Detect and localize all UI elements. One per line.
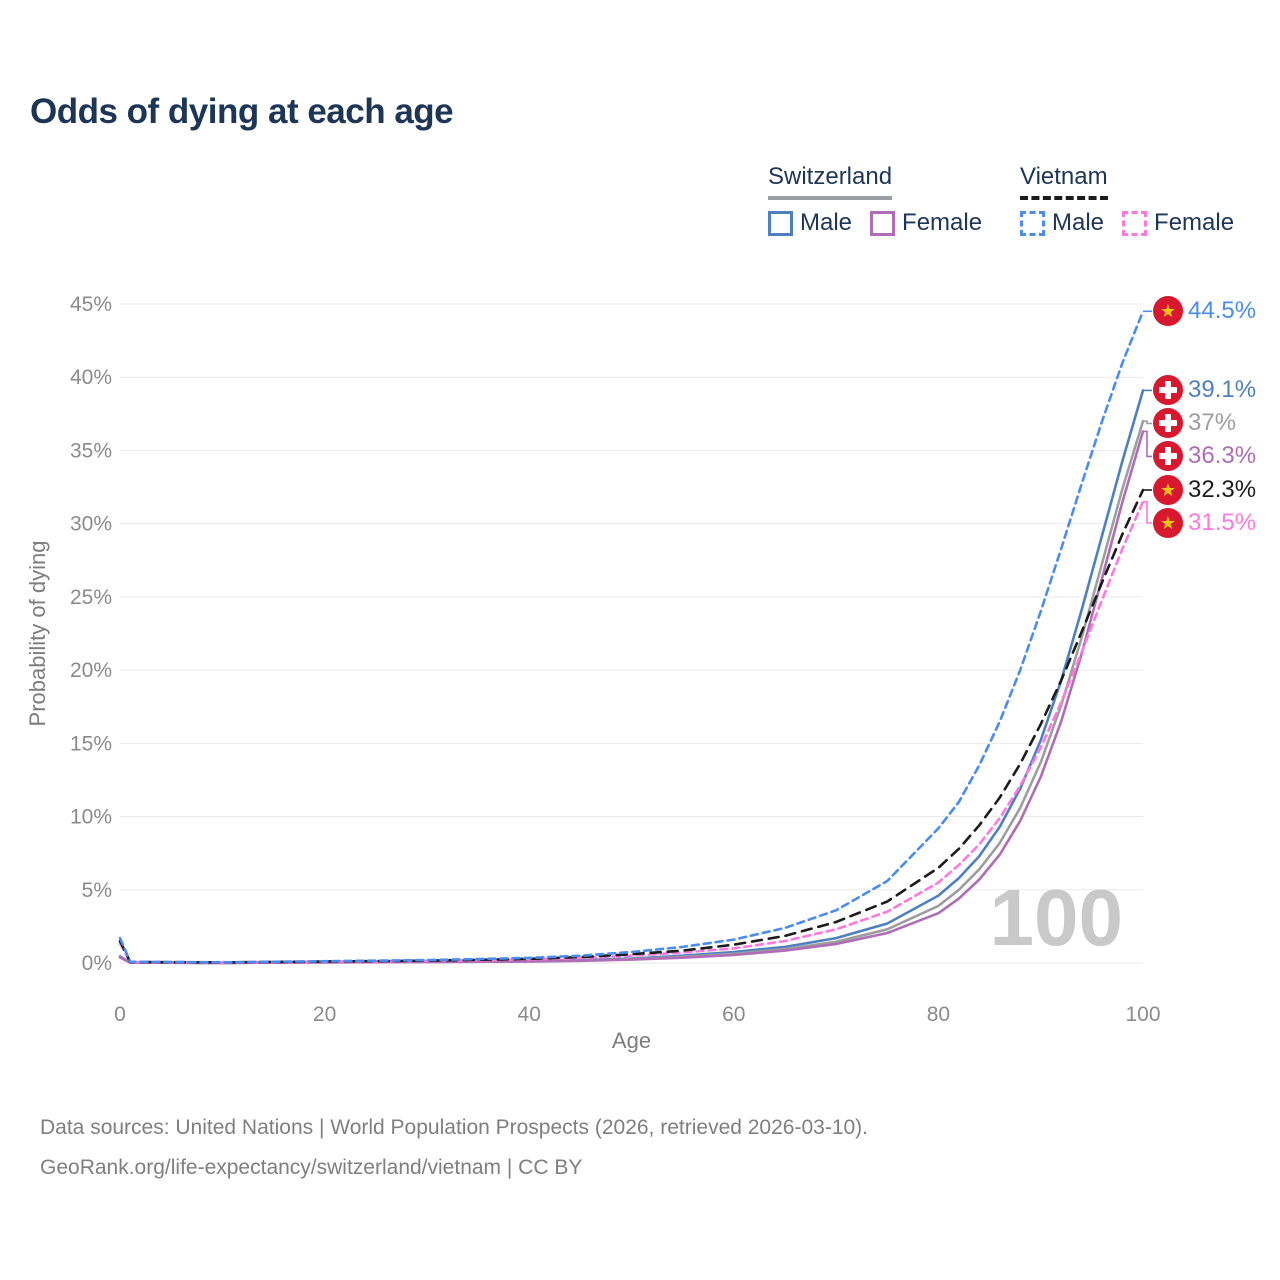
- y-tick-label: 10%: [70, 806, 112, 829]
- end-label-connector: [1143, 420, 1152, 425]
- y-tick-label: 5%: [82, 879, 112, 902]
- legend-group-switzerland: Switzerland Male Female: [768, 163, 982, 237]
- y-axis-label: Probability of dying: [25, 541, 50, 727]
- x-tick-label: 60: [722, 1003, 745, 1026]
- legend-swatch-switzerland-male: [768, 210, 793, 236]
- end-value-label-switzerland: 37%: [1188, 409, 1237, 437]
- end-value-label-switzerland-male: 39.1%: [1188, 376, 1257, 404]
- x-tick-label: 80: [927, 1003, 950, 1026]
- legend-item-switzerland-female: Female: [870, 209, 982, 237]
- legend-item-vietnam-male: Male: [1020, 209, 1104, 237]
- flag-badge-switzerland-icon: [1153, 375, 1183, 406]
- end-label-connector: [1143, 430, 1152, 458]
- data-source-line: Data sources: United Nations | World Pop…: [40, 1116, 869, 1139]
- flag-badge-vietnam-icon: ★: [1153, 474, 1183, 505]
- legend-label-vietnam-male: Male: [1052, 209, 1105, 236]
- legend-swatch-vietnam-male: [1020, 210, 1045, 236]
- y-tick-label: 30%: [70, 513, 112, 536]
- x-tick-label: 100: [1125, 1003, 1160, 1026]
- legend-item-switzerland-male: Male: [768, 209, 852, 237]
- y-tick-label: 15%: [70, 732, 112, 755]
- page-title: Odds of dying at each age: [30, 92, 454, 131]
- legend-swatch-vietnam-female: [1122, 210, 1148, 236]
- flag-badge-switzerland-icon: [1153, 441, 1183, 472]
- y-tick-label: 45%: [70, 293, 112, 316]
- series-line-vietnam-male: [118, 310, 1145, 964]
- x-tick-label: 0: [114, 1003, 126, 1026]
- x-tick-label: 20: [313, 1003, 336, 1026]
- legend-label-vietnam-female: Female: [1154, 209, 1235, 236]
- vietnam-star-icon: ★: [1159, 479, 1177, 500]
- end-value-label-switzerland-female: 36.3%: [1188, 442, 1257, 470]
- flag-badge-vietnam-icon: ★: [1153, 296, 1183, 327]
- x-axis-label: Age: [612, 1028, 651, 1053]
- y-tick-label: 40%: [70, 366, 112, 389]
- y-tick-label: 20%: [70, 659, 112, 682]
- y-tick-label: 25%: [70, 586, 112, 609]
- vietnam-star-icon: ★: [1159, 512, 1177, 533]
- source-url-line: GeoRank.org/life-expectancy/switzerland/…: [40, 1156, 583, 1179]
- y-tick-label: 0%: [82, 952, 112, 975]
- end-label-connector: [1143, 500, 1152, 524]
- legend-group-vietnam: Vietnam Male Female: [1020, 163, 1234, 237]
- swiss-cross-icon: [1159, 453, 1177, 460]
- x-tick-label: 40: [518, 1003, 541, 1026]
- age-watermark: 100: [990, 873, 1123, 962]
- legend-country-vietnam: Vietnam: [1020, 163, 1108, 200]
- flag-badge-vietnam-icon: ★: [1153, 507, 1183, 538]
- legend-swatch-switzerland-female: [870, 210, 896, 236]
- flag-badge-switzerland-icon: [1153, 408, 1183, 439]
- legend-country-switzerland: Switzerland: [768, 163, 893, 200]
- legend-label-switzerland-male: Male: [800, 209, 853, 236]
- end-value-label-vietnam: 32.3%: [1188, 475, 1257, 503]
- end-value-label-vietnam-male: 44.5%: [1188, 297, 1257, 325]
- source-attribution: Data sources: United Nations | World Pop…: [40, 1108, 868, 1188]
- legend-label-switzerland-female: Female: [902, 209, 983, 236]
- vietnam-star-icon: ★: [1159, 301, 1177, 322]
- y-tick-label: 35%: [70, 439, 112, 462]
- legend-item-vietnam-female: Female: [1122, 209, 1234, 237]
- end-value-label-vietnam-female: 31.5%: [1188, 508, 1257, 536]
- swiss-cross-icon: [1159, 387, 1177, 394]
- swiss-cross-icon: [1159, 420, 1177, 427]
